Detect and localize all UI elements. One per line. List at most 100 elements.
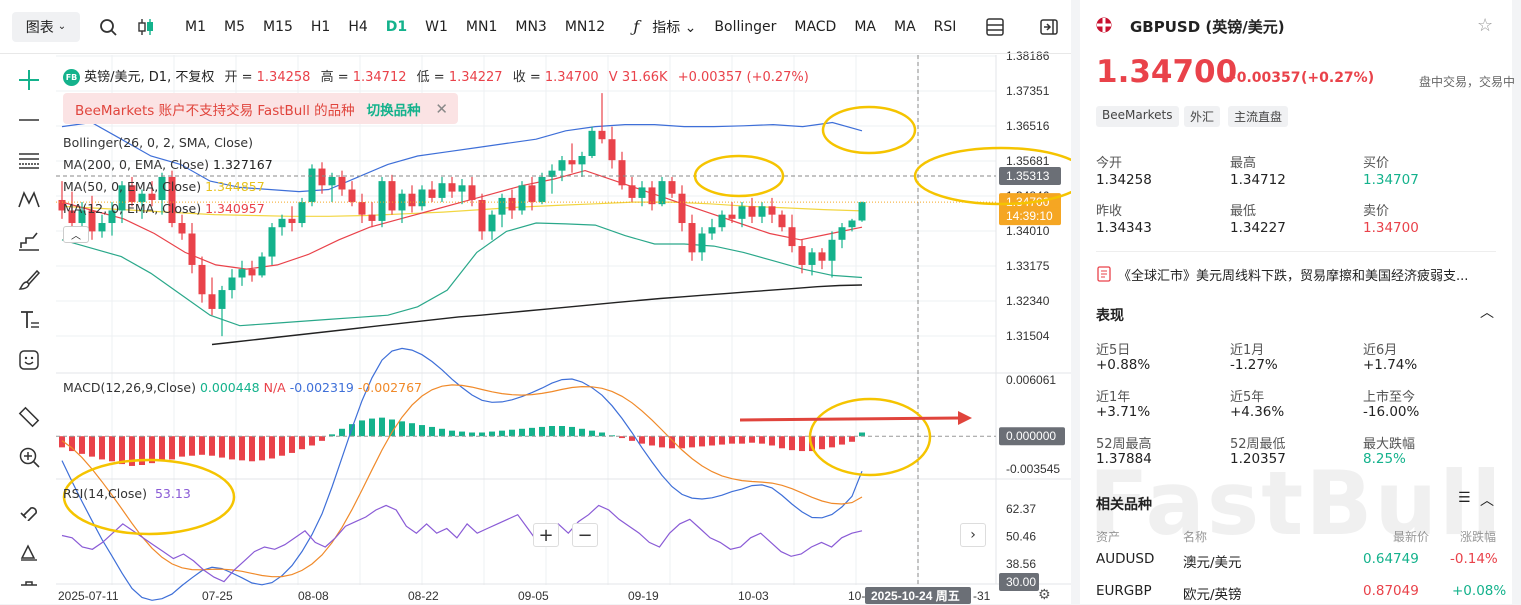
macd-bar (739, 436, 745, 444)
timeframe-m1[interactable]: M1 (185, 18, 206, 35)
function-icon[interactable]: ƒ (633, 17, 640, 36)
macd-bar (429, 426, 435, 437)
macd-bar (159, 436, 165, 462)
indicator-rsi-button[interactable]: RSI (933, 18, 957, 35)
macd-legend[interactable]: MACD(12,26,9,Close) 0.000448 N/A -0.0023… (63, 380, 422, 395)
bollinger-legend[interactable]: Bollinger(26, 0, 2, SMA, Close) (63, 135, 254, 150)
ruler-icon[interactable] (14, 402, 44, 432)
candle-body (258, 256, 266, 276)
text-tool-icon[interactable] (14, 305, 44, 335)
price-tick: 1.36516 (1006, 119, 1050, 133)
zoom-in-button[interactable]: + (533, 523, 559, 547)
macd-bar (279, 436, 285, 456)
macd-bar (209, 436, 215, 456)
price-change: +0.00357 (1225, 70, 1301, 86)
price-tick: 1.38186 (1006, 49, 1050, 63)
collapse-panel-icon[interactable] (1033, 11, 1065, 43)
ma200-legend[interactable]: MA(200, 0, EMA, Close) 1.327167 (63, 157, 273, 172)
fib-lines-icon[interactable] (14, 145, 44, 175)
lock-draw-icon[interactable] (14, 535, 44, 565)
chart-canvas[interactable]: 1.381861.373511.365161.356811.348461.340… (0, 0, 1071, 604)
chart-settings-icon[interactable]: ⚙ (1038, 587, 1051, 603)
trash-icon[interactable] (14, 575, 44, 605)
chart-area[interactable]: 1.381861.373511.365161.356811.348461.340… (0, 0, 1071, 604)
indicator-bollinger-button[interactable]: Bollinger (714, 18, 777, 35)
star-icon[interactable]: ☆ (1477, 15, 1494, 36)
ma50-legend[interactable]: MA(50, 0, EMA, Close) 1.344857 (63, 179, 265, 194)
tag-broker[interactable]: BeeMarkets (1096, 106, 1179, 127)
annotations (62, 105, 1071, 536)
emoji-icon[interactable] (14, 345, 44, 375)
candle-body (68, 210, 76, 224)
layout-icon[interactable] (979, 11, 1011, 43)
badge-text: 1.35313 (1006, 169, 1050, 183)
candle-body (548, 170, 556, 177)
search-icon[interactable] (92, 11, 124, 43)
candle (268, 223, 276, 265)
candle (528, 176, 536, 211)
switch-symbol-link[interactable]: 切换品种 (366, 102, 421, 119)
candle-body (458, 185, 466, 192)
projection-icon[interactable] (14, 225, 44, 255)
trendline-icon[interactable] (14, 105, 44, 135)
timeframe-w1[interactable]: W1 (425, 18, 448, 35)
candle-style-icon[interactable] (130, 11, 162, 43)
indicator-ma-button[interactable]: MA (894, 18, 916, 35)
indicator-macd-button[interactable]: MACD (794, 18, 837, 35)
candle (378, 176, 386, 228)
ma12-legend[interactable]: MA(12, 0, EMA, Close) 1.340957 (63, 201, 265, 216)
crosshair-icon[interactable] (14, 65, 44, 95)
candle (438, 176, 446, 203)
news-headline[interactable]: 《全球汇市》美元周线料下跌，贸易摩擦和美国经济疲弱支... (1118, 269, 1469, 284)
timeframe-h1[interactable]: H1 (310, 18, 331, 35)
chart-type-select[interactable]: 图表 ⌄ (12, 11, 80, 42)
related-price: 0.87049 (1363, 583, 1419, 599)
candle (108, 202, 116, 236)
timeframe-m5[interactable]: M5 (224, 18, 245, 35)
candles (58, 93, 866, 337)
chevron-up-icon[interactable]: ︿ (1480, 305, 1494, 321)
perf-label: 近5年 (1230, 390, 1265, 405)
chevron-up-icon[interactable]: ︿ (1480, 493, 1494, 509)
candle (198, 256, 206, 303)
candle-body (788, 227, 796, 247)
macd-axis: 0.006061 -0.003545 (1006, 373, 1060, 476)
rsi-legend[interactable]: RSI(14,Close) 53.13 (63, 486, 191, 501)
list-icon[interactable]: ☰ (1458, 490, 1471, 506)
macd-bar (389, 419, 395, 437)
timeframe-mn3[interactable]: MN3 (515, 18, 547, 35)
annotation-circle (693, 154, 785, 198)
candle-body (428, 189, 436, 198)
candle-body (298, 202, 306, 224)
candle (598, 93, 606, 144)
candle (288, 206, 296, 232)
perf-label: 最大跌幅 (1363, 437, 1416, 452)
timeframe-m15[interactable]: M15 (263, 18, 293, 35)
candle-body (218, 290, 226, 309)
brush-icon[interactable] (14, 265, 44, 295)
timeframe-mn12[interactable]: MN12 (564, 18, 606, 35)
stat-label: 最低 (1230, 204, 1257, 219)
indicators-button[interactable]: 指标 ⌄ (652, 19, 697, 36)
candle-body (198, 264, 206, 295)
magnet-icon[interactable] (14, 495, 44, 525)
candle-body (808, 252, 816, 265)
close-icon[interactable]: ✕ (435, 99, 448, 118)
high-value: 1.34712 (352, 70, 407, 85)
timeframe-h4[interactable]: H4 (348, 18, 368, 35)
collapse-legend-button[interactable]: ︿ (63, 226, 89, 243)
candle-body (758, 206, 766, 217)
candle-body (588, 130, 596, 156)
candle (538, 172, 546, 205)
macd-bar (669, 436, 675, 449)
timeframe-mn1[interactable]: MN1 (465, 18, 498, 35)
tag-major[interactable]: 主流直盘 (1228, 106, 1289, 127)
pattern-icon[interactable] (14, 185, 44, 215)
candle (258, 252, 266, 278)
scroll-right-button[interactable]: › (960, 523, 986, 547)
tag-forex[interactable]: 外汇 (1184, 106, 1221, 127)
zoom-in-icon[interactable] (14, 442, 44, 472)
timeframe-d1[interactable]: D1 (385, 18, 408, 35)
zoom-out-button[interactable]: − (572, 523, 598, 547)
indicator-ma-button[interactable]: MA (854, 18, 876, 35)
